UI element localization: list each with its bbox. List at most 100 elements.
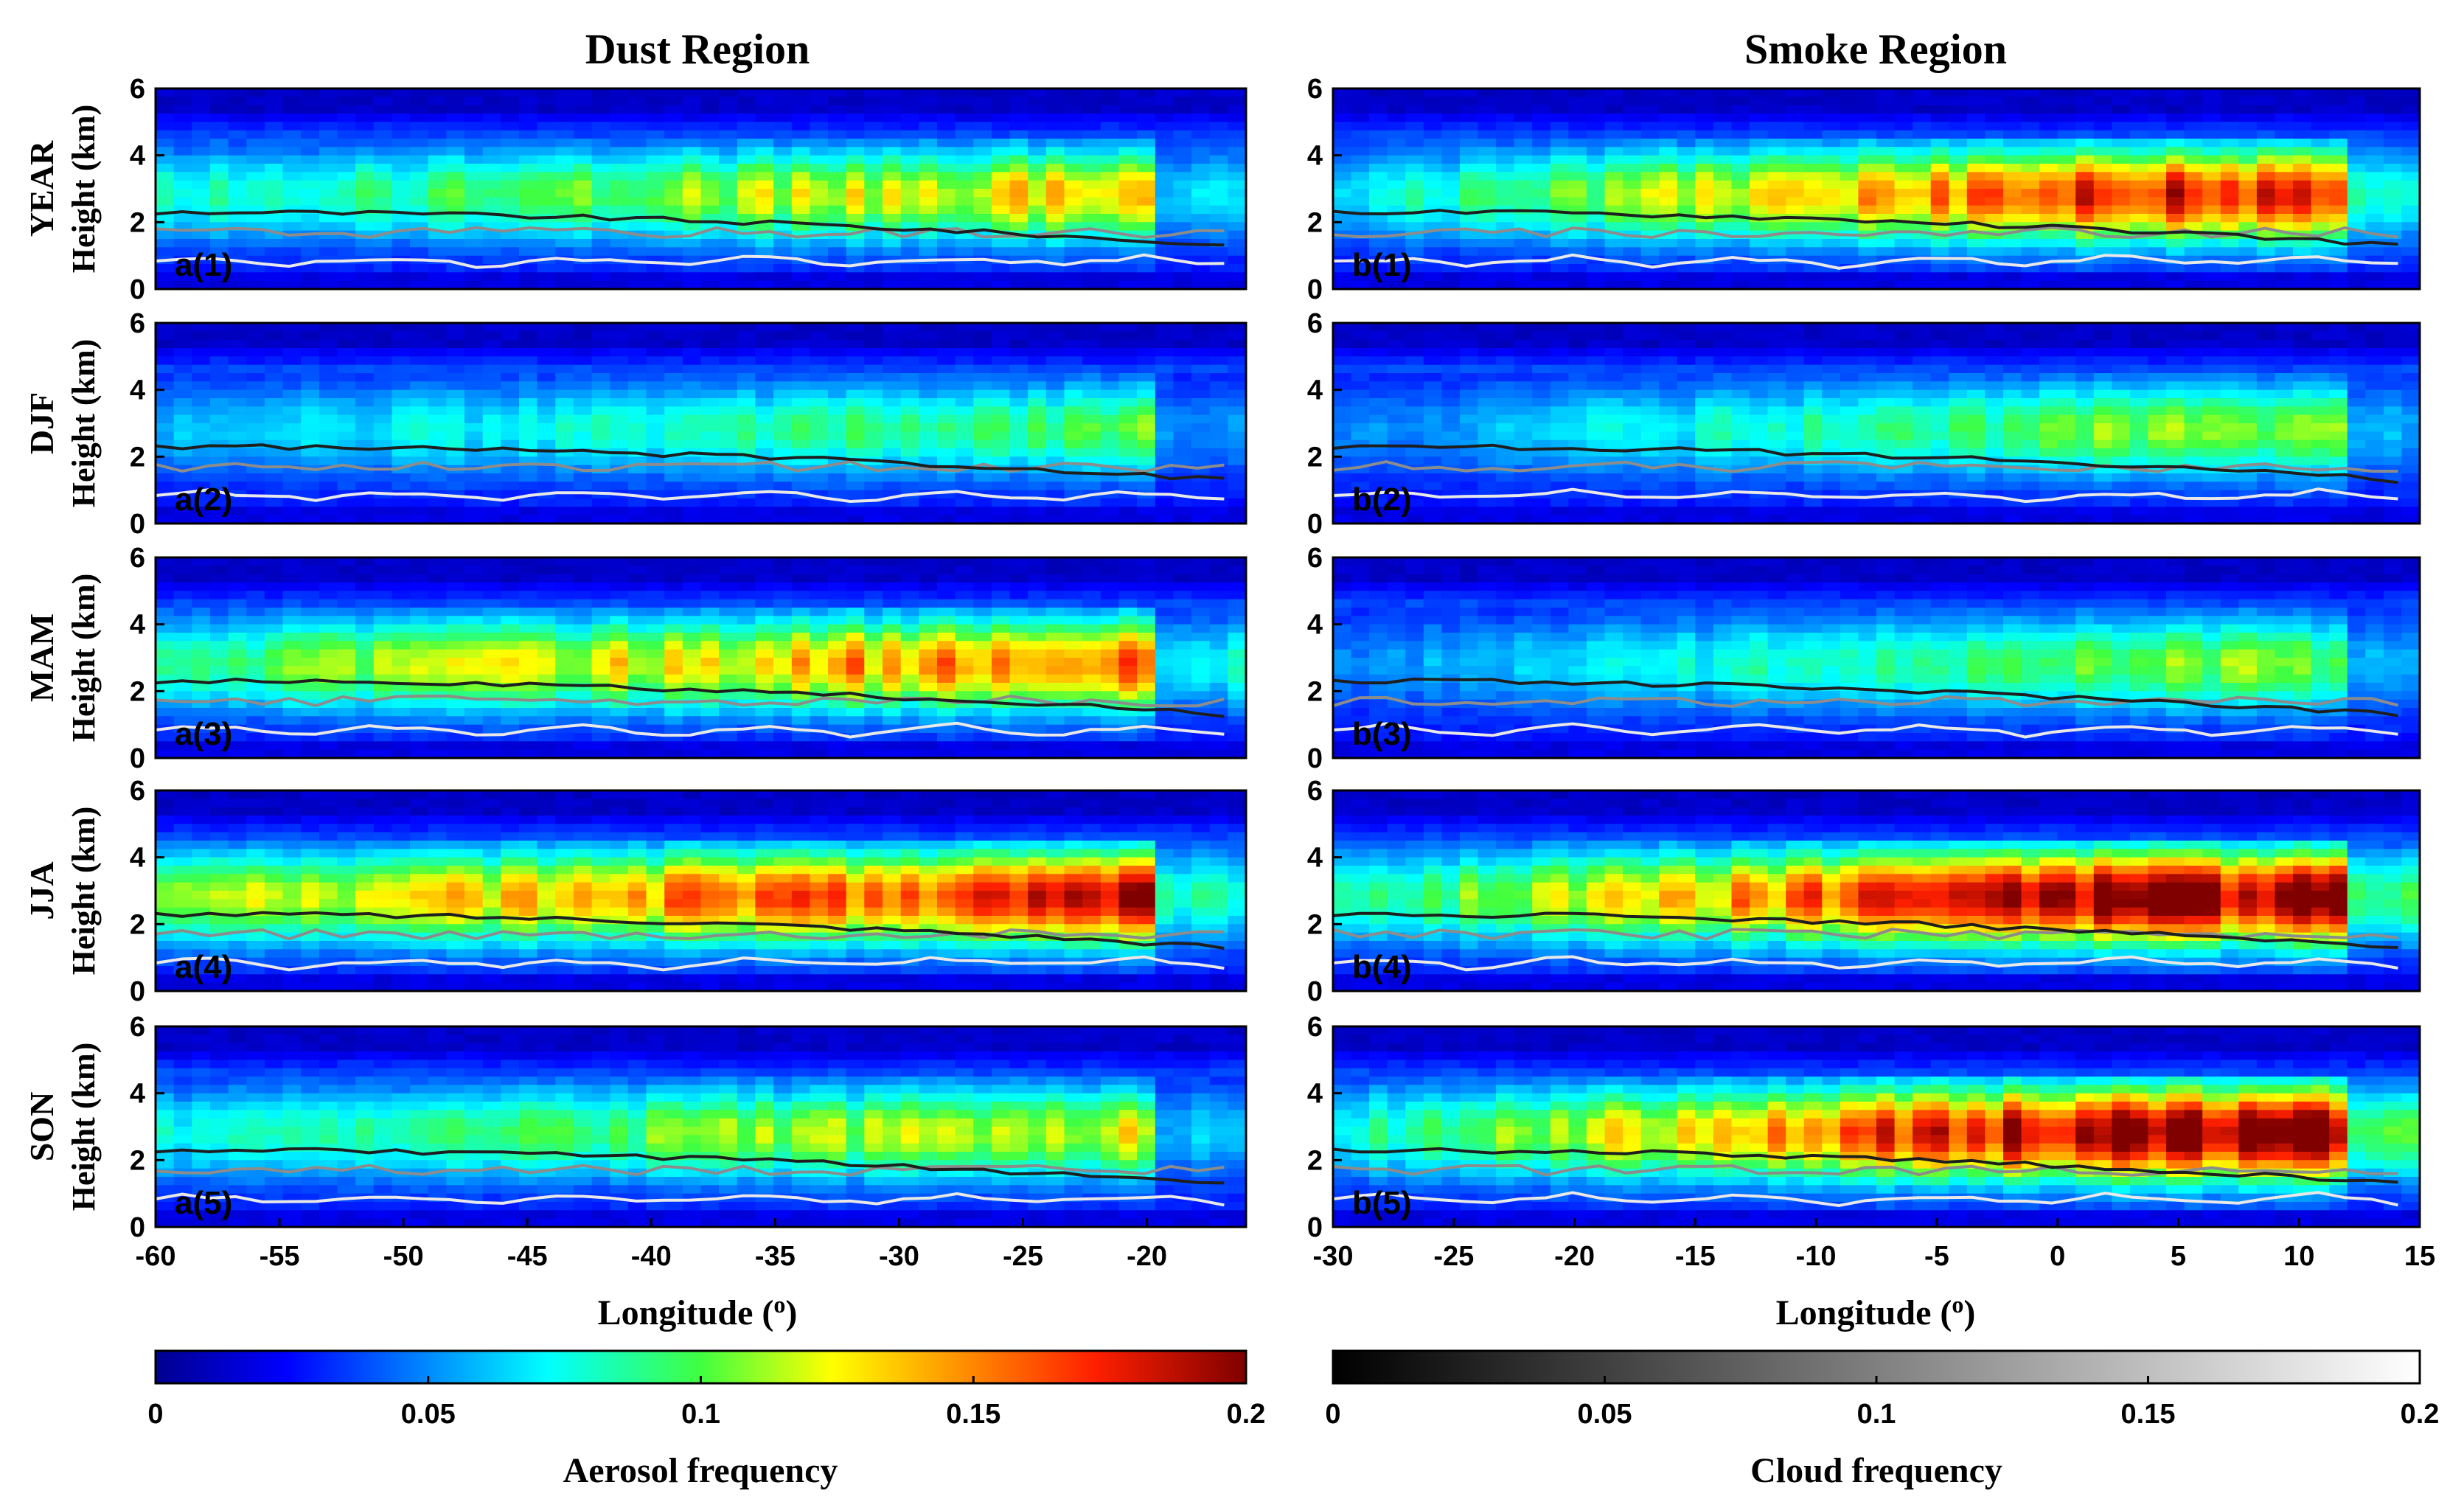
aerosol-cell [900, 481, 920, 491]
aerosol-cell [1786, 356, 1805, 366]
aerosol-cell [2293, 189, 2312, 198]
aerosol-cell [1100, 406, 1120, 416]
aerosol-cell [2184, 197, 2203, 206]
aerosol-cell [828, 139, 847, 148]
aerosol-cell [810, 473, 829, 483]
aerosol-cell [246, 114, 265, 123]
aerosol-cell [1514, 356, 1534, 366]
aerosol-cell [1405, 381, 1424, 391]
aerosol-cell [2365, 139, 2384, 148]
aerosol-cell [464, 164, 484, 173]
aerosol-cell [1803, 197, 1823, 206]
aerosol-cell [646, 381, 665, 391]
aerosol-cell [1713, 222, 1733, 232]
aerosol-cell [2401, 122, 2421, 131]
aerosol-cell [1876, 189, 1896, 198]
aerosol-cell [610, 381, 629, 391]
aerosol-cell [1478, 348, 1497, 358]
aerosol-cell [2293, 97, 2312, 106]
aerosol-cell [1803, 164, 1823, 173]
aerosol-cell [355, 222, 375, 232]
aerosol-cell [1191, 364, 1211, 374]
aerosol-cell [446, 373, 465, 383]
aerosol-cell [627, 498, 647, 508]
aerosol-cell [373, 456, 393, 466]
aerosol-cell [2293, 214, 2312, 223]
aerosol-cell [1496, 114, 1515, 123]
aerosol-cell [1750, 147, 1769, 156]
aerosol-cell [1767, 147, 1786, 156]
aerosol-cell [573, 431, 593, 441]
aerosol-cell [446, 507, 465, 516]
aerosol-cell [1767, 398, 1786, 408]
aerosol-cell [591, 272, 610, 282]
aerosol-cell [2039, 197, 2058, 206]
aerosol-cell [1460, 364, 1479, 374]
aerosol-cell [501, 398, 520, 408]
aerosol-cell [1228, 348, 1247, 358]
aerosol-cell [282, 222, 302, 232]
aerosol-cell [1333, 214, 1352, 223]
aerosol-cell [682, 339, 702, 349]
aerosol-cell [627, 364, 647, 374]
aerosol-cell [410, 147, 429, 156]
aerosol-cell [1405, 197, 1424, 206]
aerosol-cell [2256, 264, 2276, 274]
aerosol-cell [319, 448, 338, 458]
aerosol-cell [501, 189, 520, 198]
aerosol-cell [1460, 147, 1479, 156]
aerosol-cell [973, 155, 992, 164]
aerosol-cell [1045, 147, 1065, 156]
aerosol-cell [719, 507, 738, 516]
aerosol-cell [519, 139, 538, 148]
aerosol-cell [482, 88, 502, 98]
aerosol-cell [428, 247, 448, 257]
aerosol-cell [2039, 97, 2058, 106]
aerosol-cell [264, 431, 284, 441]
aerosol-cell [1568, 264, 1587, 274]
panel-label: b(1) [1352, 247, 1412, 283]
aerosol-cell [755, 473, 774, 483]
aerosol-cell [1441, 339, 1461, 349]
aerosol-cell [319, 247, 338, 257]
aerosol-cell [2256, 247, 2276, 257]
aerosol-cell [2166, 222, 2185, 232]
aerosol-cell [773, 431, 793, 441]
aerosol-cell [1137, 389, 1156, 399]
aerosol-cell [1695, 439, 1714, 449]
aerosol-cell [537, 97, 556, 106]
aerosol-cell [1803, 280, 1823, 290]
aerosol-cell [1550, 364, 1570, 374]
aerosol-cell [1137, 172, 1156, 181]
aerosol-cell [1659, 114, 1678, 123]
aerosol-cell [682, 205, 702, 215]
aerosol-cell [1695, 431, 1714, 441]
aerosol-cell [156, 239, 175, 248]
aerosol-cell [1333, 155, 1352, 164]
aerosol-cell [2148, 114, 2167, 123]
aerosol-cell [156, 456, 175, 466]
aerosol-cell [1496, 172, 1515, 181]
aerosol-cell [1695, 398, 1714, 408]
aerosol-cell [482, 122, 502, 131]
aerosol-cell [1045, 247, 1065, 257]
aerosol-cell [482, 356, 502, 366]
aerosol-cell [573, 381, 593, 391]
aerosol-cell [2003, 88, 2022, 98]
aerosol-cell [1514, 473, 1534, 483]
aerosol-cell [2293, 164, 2312, 173]
aerosol-cell [2311, 122, 2330, 131]
aerosol-cell [173, 155, 193, 164]
panel-frame [1332, 87, 2421, 291]
aerosol-cell [537, 164, 556, 173]
aerosol-cell [1028, 481, 1047, 491]
aerosol-cell [1586, 172, 1606, 181]
aerosol-cell [2383, 105, 2403, 114]
aerosol-cell [1155, 398, 1174, 408]
aerosol-cell [264, 406, 284, 416]
aerosol-cell [610, 97, 629, 106]
aerosol-cell [373, 97, 393, 106]
aerosol-cell [2148, 164, 2167, 173]
aerosol-cell [301, 331, 320, 341]
aerosol-cell [937, 197, 956, 206]
